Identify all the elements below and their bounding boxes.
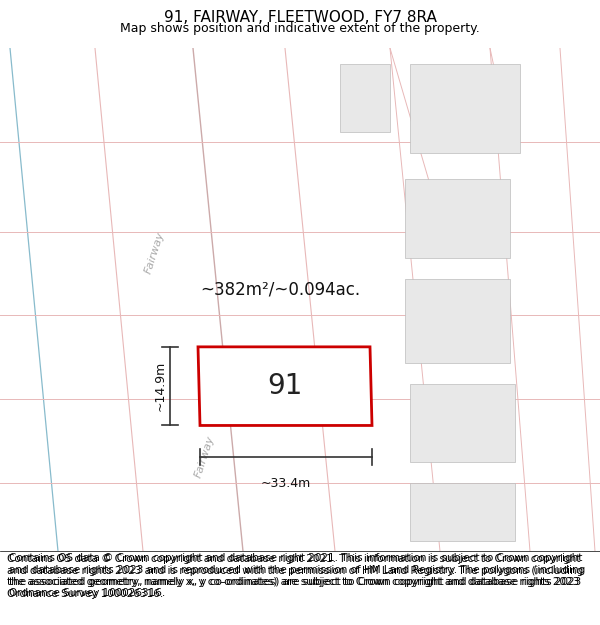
Text: Map shows position and indicative extent of the property.: Map shows position and indicative extent… — [120, 22, 480, 34]
Bar — [340, 64, 390, 132]
Text: Contains OS data © Crown copyright and database right 2021. This information is : Contains OS data © Crown copyright and d… — [7, 554, 583, 599]
Text: 91: 91 — [268, 372, 302, 400]
Text: ~33.4m: ~33.4m — [261, 477, 311, 489]
Bar — [405, 279, 510, 362]
Text: ~382m²/~0.094ac.: ~382m²/~0.094ac. — [200, 280, 360, 298]
Polygon shape — [198, 347, 372, 426]
Bar — [405, 179, 510, 258]
Bar — [410, 384, 515, 462]
Text: Fairway: Fairway — [143, 230, 166, 275]
Text: Contains OS data © Crown copyright and database right 2021. This information is : Contains OS data © Crown copyright and d… — [9, 554, 585, 598]
Bar — [410, 64, 520, 153]
Text: 91, FAIRWAY, FLEETWOOD, FY7 8RA: 91, FAIRWAY, FLEETWOOD, FY7 8RA — [164, 9, 436, 24]
Bar — [410, 483, 515, 541]
Text: ~14.9m: ~14.9m — [154, 361, 167, 411]
Text: Fairway: Fairway — [194, 434, 217, 479]
